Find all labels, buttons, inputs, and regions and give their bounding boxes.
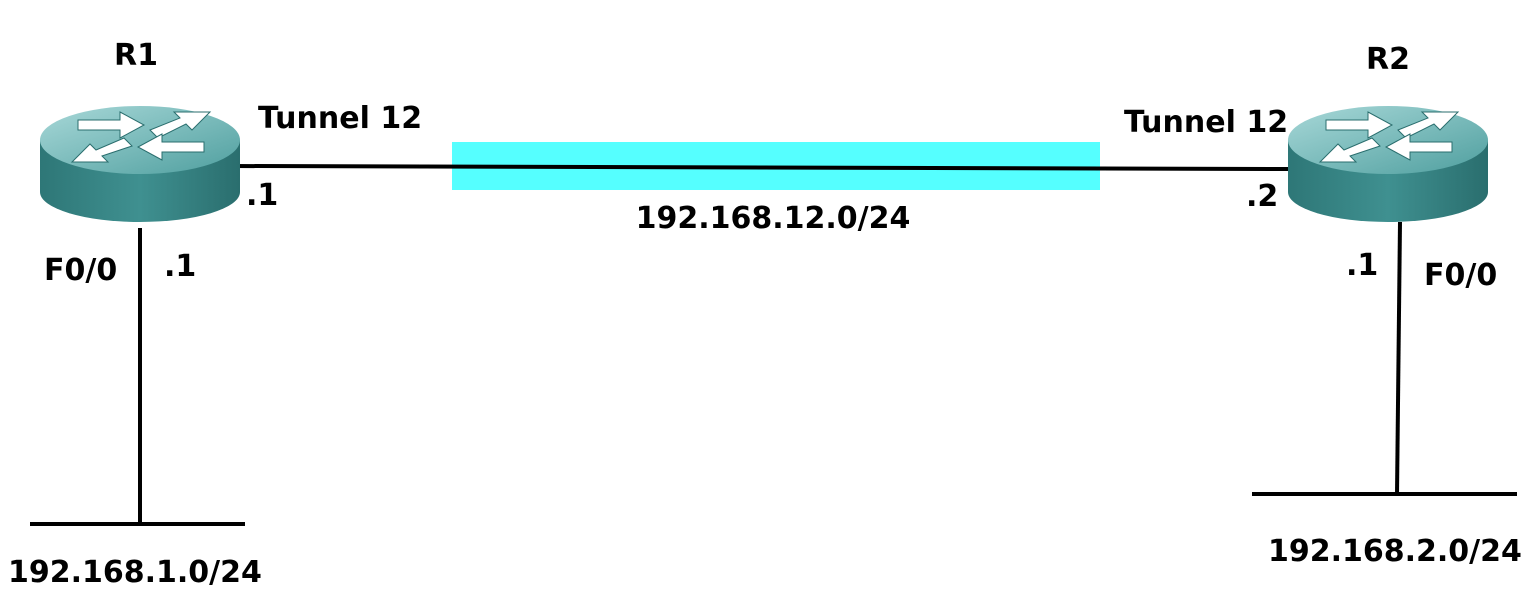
r1-tunnel-label: Tunnel 12 <box>258 101 422 136</box>
r2-lan-link <box>1395 221 1402 495</box>
tunnel-network: 192.168.12.0/24 <box>636 201 911 236</box>
r2-lan-network: 192.168.2.0/24 <box>1268 534 1522 569</box>
r1-lan-interface: F0/0 <box>44 253 117 288</box>
router-icon[interactable] <box>1287 105 1489 223</box>
r1-tunnel-ip: .1 <box>246 178 278 213</box>
r2-lan-interface: F0/0 <box>1424 258 1497 293</box>
router-icon[interactable] <box>39 105 241 223</box>
r1-lan-ip: .1 <box>164 249 196 284</box>
r1-lan-network: 192.168.1.0/24 <box>8 555 262 590</box>
tunnel-link <box>231 164 1291 171</box>
r2-lan-ip: .1 <box>1346 248 1378 283</box>
r2-tunnel-label: Tunnel 12 <box>1124 105 1288 140</box>
r2-name: R2 <box>1366 42 1410 77</box>
r2-tunnel-ip: .2 <box>1246 179 1278 214</box>
r1-name: R1 <box>114 38 158 73</box>
